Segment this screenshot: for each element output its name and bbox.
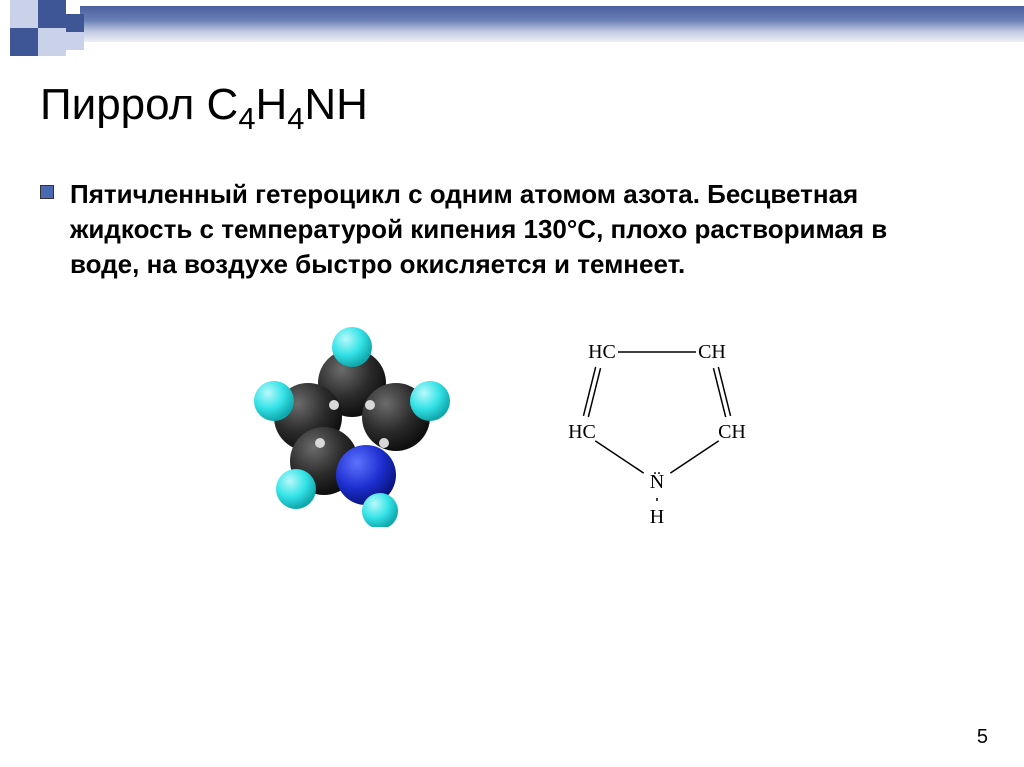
atom-H3 (410, 381, 450, 421)
atom-H1 (332, 327, 372, 367)
deco-square (38, 0, 66, 28)
struct-label-lp: .. (653, 461, 661, 478)
figure-row: HCCHHCCHNH.. (40, 322, 984, 532)
atom-H4 (276, 469, 316, 509)
top-gradient (80, 6, 1024, 42)
page-number: 5 (977, 726, 988, 749)
struct-label-C2: HC (588, 341, 616, 363)
slide-title: Пиррол C4H4NH (40, 80, 984, 137)
struct-label-C1: HC (568, 421, 596, 443)
atom-s4 (379, 438, 389, 448)
atom-s1 (329, 400, 339, 410)
struct-label-C3: CH (698, 341, 726, 363)
structural-formula: HCCHHCCHNH.. (542, 322, 772, 532)
molecule-3d-model (252, 327, 452, 527)
atom-s2 (365, 400, 375, 410)
bullet-icon (40, 185, 54, 199)
atom-H2 (254, 381, 294, 421)
deco-square (38, 28, 66, 56)
struct-label-C4: CH (718, 421, 746, 443)
deco-square (66, 32, 84, 50)
body-bullet-row: Пятичленный гетероцикл с одним атомом аз… (40, 177, 984, 282)
slide-content: Пиррол C4H4NH Пятичленный гетероцикл с о… (40, 80, 984, 727)
deco-square (10, 28, 38, 56)
body-text: Пятичленный гетероцикл с одним атомом аз… (70, 177, 950, 282)
deco-square (66, 14, 84, 32)
atom-s3 (315, 438, 325, 448)
deco-square (10, 0, 38, 28)
slide-top-decoration (0, 0, 1024, 54)
struct-label-H: H (650, 506, 664, 528)
